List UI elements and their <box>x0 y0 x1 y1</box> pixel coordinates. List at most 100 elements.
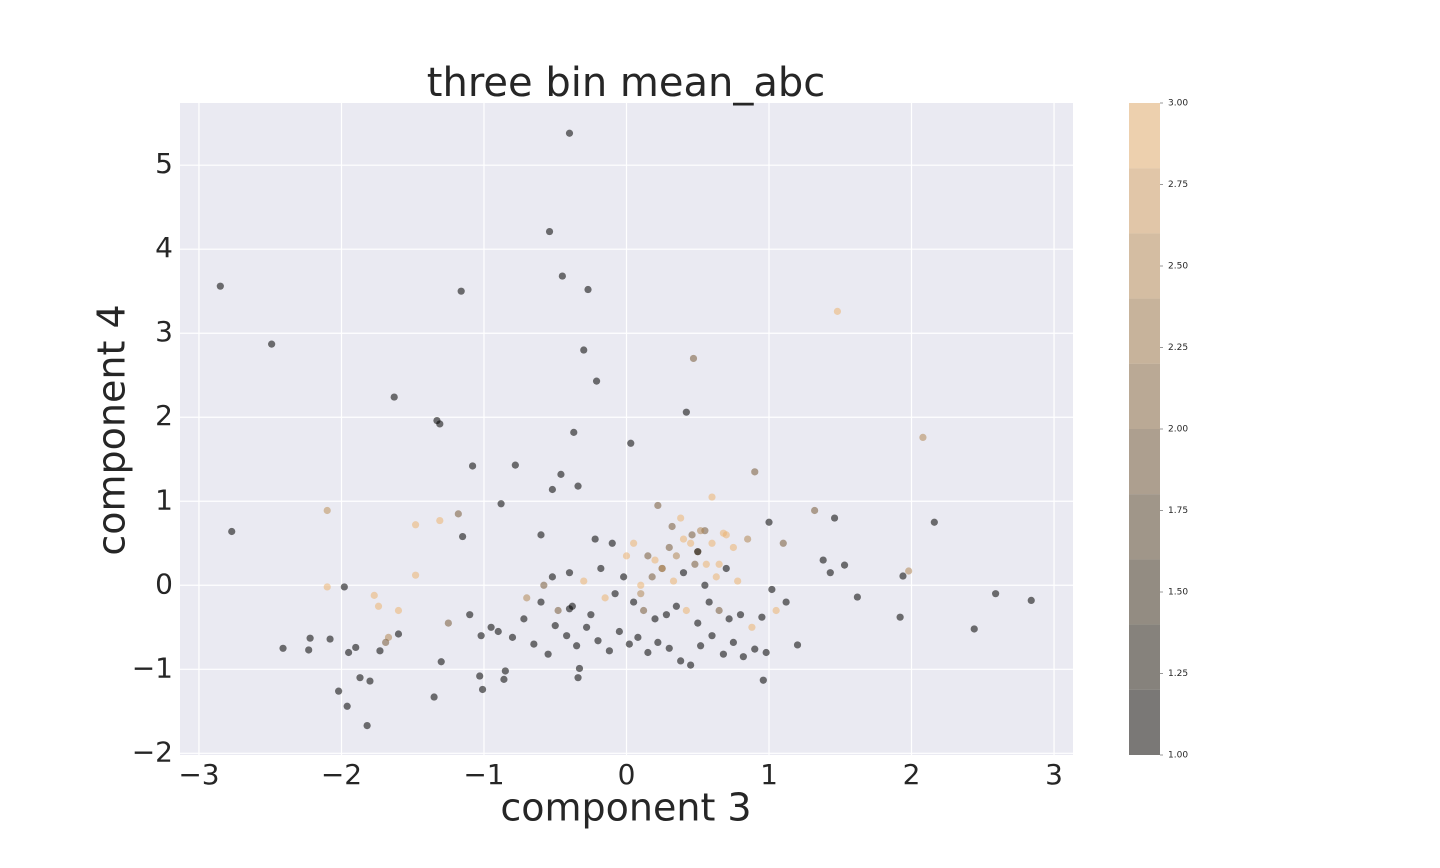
point <box>591 535 599 543</box>
point <box>682 606 690 615</box>
point <box>228 527 236 536</box>
point <box>658 564 666 573</box>
point <box>725 615 733 623</box>
point <box>279 644 287 652</box>
point <box>343 702 351 710</box>
point <box>544 650 552 658</box>
point <box>905 567 913 575</box>
colorbar-tick-label: 2.50 <box>1168 262 1188 272</box>
point <box>708 539 716 547</box>
point <box>970 625 978 633</box>
point <box>637 581 645 589</box>
x-tick-label: −2 <box>321 758 362 791</box>
colorbar-band <box>1129 624 1160 690</box>
point <box>689 354 698 363</box>
point <box>454 510 462 518</box>
point <box>644 552 652 560</box>
point <box>565 569 574 577</box>
point <box>826 569 834 577</box>
point <box>500 675 508 683</box>
point <box>411 571 420 579</box>
point <box>682 408 690 416</box>
point <box>478 685 487 694</box>
point <box>748 623 756 631</box>
point <box>687 539 695 547</box>
point <box>580 577 588 585</box>
point <box>587 611 595 619</box>
x-axis-label: component 3 <box>500 786 751 830</box>
points <box>216 129 1035 730</box>
point <box>537 531 545 539</box>
point <box>563 632 571 640</box>
point <box>1027 596 1035 605</box>
point <box>992 590 1000 598</box>
colorbar-tick-label: 2.75 <box>1168 180 1188 190</box>
point <box>715 606 723 615</box>
point <box>853 593 861 601</box>
point <box>605 647 613 655</box>
point <box>759 676 767 684</box>
point <box>691 560 699 568</box>
point <box>268 340 276 348</box>
colorbar-tick-label: 3.00 <box>1168 99 1188 109</box>
point <box>620 573 628 581</box>
point <box>734 577 742 585</box>
point <box>582 623 591 631</box>
point <box>705 598 713 606</box>
point <box>768 585 776 594</box>
point <box>751 645 759 653</box>
point <box>782 598 790 606</box>
point <box>511 461 519 469</box>
point <box>665 543 673 552</box>
point <box>548 485 556 494</box>
point <box>765 518 773 526</box>
point <box>570 428 578 436</box>
x-tick-label: −3 <box>178 758 219 791</box>
point <box>501 667 509 675</box>
point <box>457 287 465 295</box>
point <box>340 583 348 591</box>
x-tick-label: 1 <box>760 758 778 791</box>
point <box>497 500 505 508</box>
colorbar: 1.00 1.25 1.50 1.75 2.00 2.25 2.50 2.75 3.00 <box>1129 99 1188 761</box>
point <box>715 560 723 568</box>
point <box>437 658 445 666</box>
point <box>363 721 371 730</box>
colorbar-tick-label: 1.75 <box>1168 506 1188 516</box>
point <box>697 642 705 650</box>
y-tick-label: 0 <box>155 567 173 600</box>
point <box>374 602 383 610</box>
y-tick-label: −2 <box>132 735 173 768</box>
colorbar-band <box>1129 298 1160 364</box>
point <box>394 606 403 615</box>
point <box>627 439 635 447</box>
point <box>793 641 802 649</box>
point <box>729 638 737 647</box>
point <box>668 522 676 531</box>
point <box>548 573 556 581</box>
point <box>751 468 759 476</box>
point <box>436 420 444 428</box>
point <box>520 615 528 623</box>
point <box>672 602 680 610</box>
x-tick-label: 0 <box>618 758 636 791</box>
point <box>919 433 927 442</box>
point <box>366 677 374 685</box>
point <box>494 627 502 636</box>
point <box>584 285 592 294</box>
point <box>335 687 343 695</box>
point <box>694 619 702 627</box>
point <box>679 569 688 577</box>
point <box>608 539 616 547</box>
point <box>719 529 728 537</box>
point <box>697 527 705 535</box>
point <box>634 633 642 641</box>
point <box>640 606 648 615</box>
point <box>654 638 662 647</box>
point <box>323 506 331 515</box>
colorbar-tick-label: 1.25 <box>1168 669 1188 679</box>
grid <box>180 103 1073 755</box>
point <box>758 613 766 621</box>
point <box>323 583 331 591</box>
point <box>840 561 849 569</box>
